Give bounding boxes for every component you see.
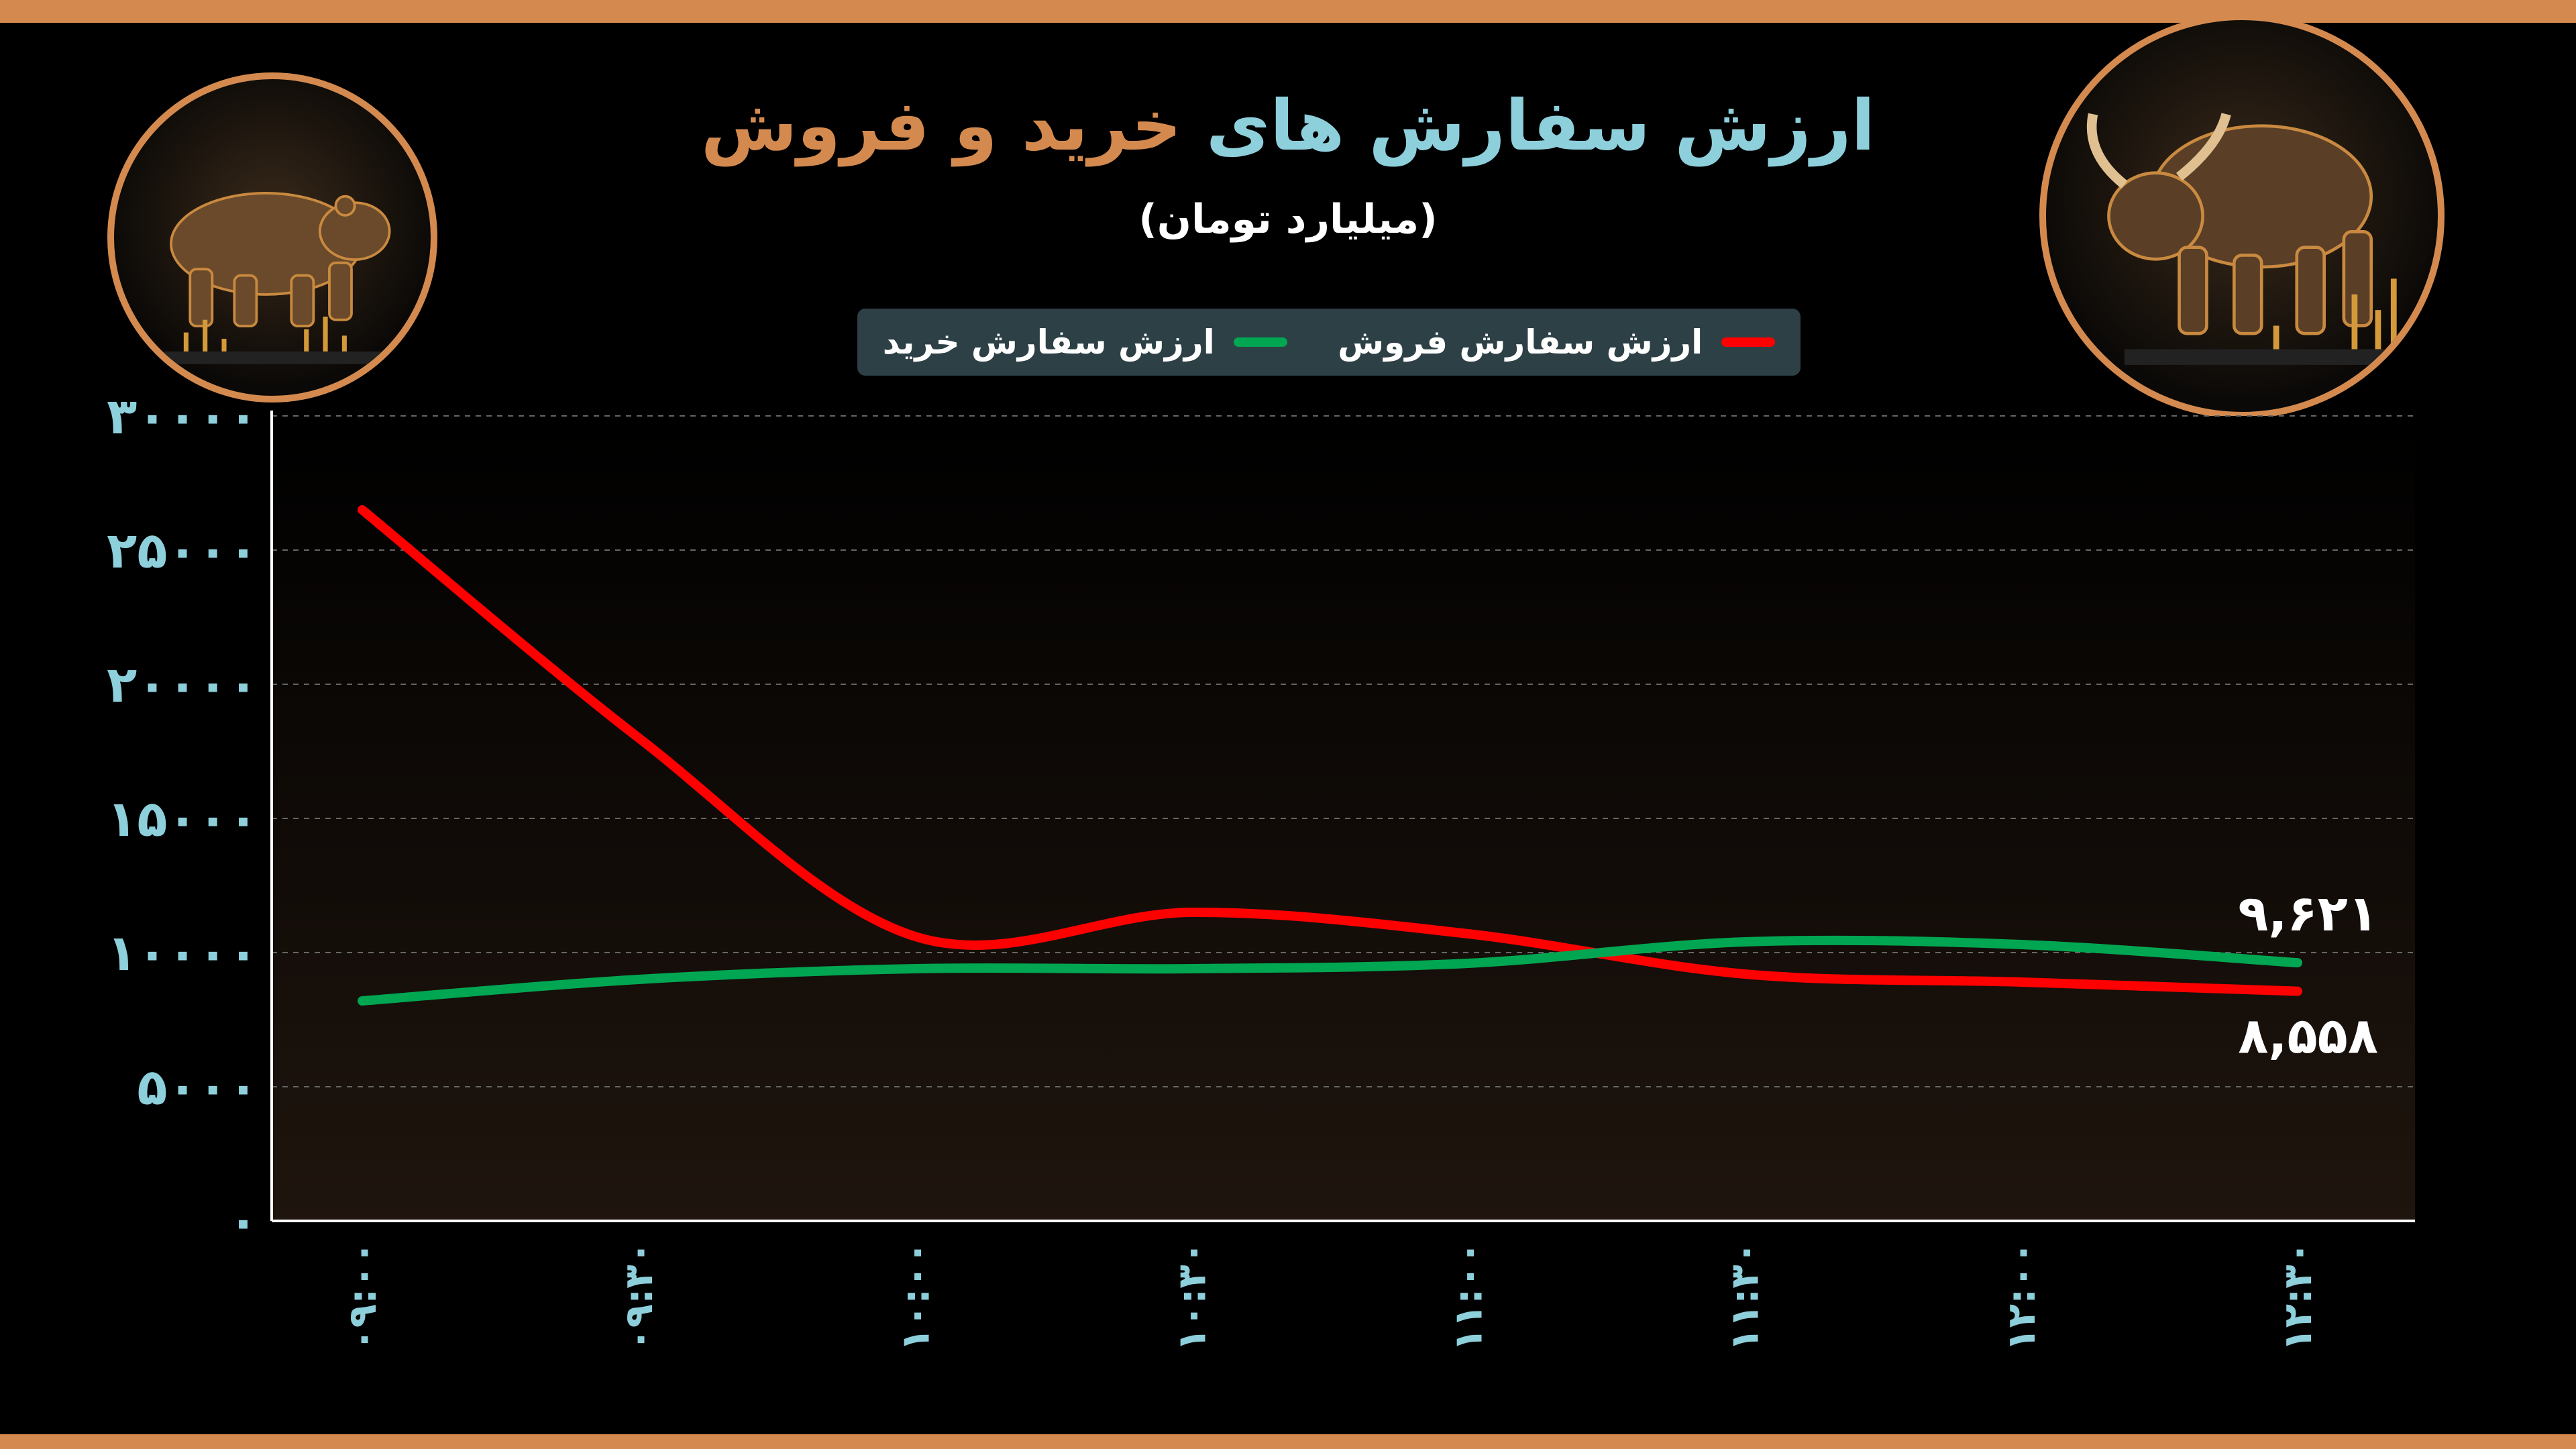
y-tick-label: ۲۵۰۰۰: [107, 522, 258, 580]
bottom-accent-stripe: [0, 1434, 2576, 1449]
x-tick-label: ۱۱:۳۰: [1722, 1241, 1768, 1352]
bull-medallion: [2039, 13, 2445, 419]
bear-medallion: [107, 72, 437, 402]
y-tick-label: ۵۰۰۰: [137, 1059, 258, 1116]
x-tick-label: ۰۹:۳۰: [616, 1241, 661, 1352]
legend-label-sell: ارزش سفارش فروش: [1338, 323, 1703, 362]
chart-legend: ارزش سفارش فروش ارزش سفارش خرید: [857, 309, 1801, 376]
end-label-buy: ۹,۶۲۱: [2238, 885, 2378, 943]
series-line-sell: [358, 505, 2302, 996]
chart-subtitle: (میلیارد تومان): [1138, 196, 1438, 243]
legend-item-buy: ارزش سفارش خرید: [883, 323, 1287, 362]
x-tick-label: ۱۰:۰۰: [892, 1241, 938, 1352]
x-tick-label: ۰۹:۰۰: [339, 1241, 385, 1352]
y-tick-label: ۱۵۰۰۰: [107, 790, 258, 848]
bear-icon: [146, 192, 399, 364]
chart-title: ارزش سفارش های خرید و فروش: [0, 91, 2576, 160]
legend-label-buy: ارزش سفارش خرید: [882, 323, 1215, 362]
top-accent-stripe: [0, 0, 2576, 23]
title-part2: خرید و فروش: [700, 85, 1182, 166]
x-tick-label: ۱۲:۳۰: [2275, 1241, 2320, 1352]
legend-swatch-buy: [1233, 337, 1287, 347]
series-line-buy: [358, 935, 2302, 1006]
y-tick-label: ۰: [228, 1193, 258, 1250]
plot-background: [272, 416, 2415, 1221]
end-label-sell: ۸,۵۵۸: [2238, 1008, 2378, 1065]
legend-item-sell: ارزش سفارش فروش: [1338, 323, 1776, 362]
title-part1: ارزش سفارش های: [1205, 85, 1876, 166]
x-tick-label: ۱۰:۳۰: [1169, 1241, 1214, 1352]
x-tick-label: ۱۲:۰۰: [1998, 1241, 2044, 1352]
bull-icon: [2086, 113, 2399, 365]
x-tick-label: ۱۱:۰۰: [1446, 1241, 1491, 1352]
y-tick-label: ۲۰۰۰۰: [107, 656, 258, 714]
y-tick-label: ۱۰۰۰۰: [107, 924, 258, 982]
y-tick-label: ۳۰۰۰۰: [107, 388, 258, 445]
legend-swatch-sell: [1721, 337, 1776, 347]
